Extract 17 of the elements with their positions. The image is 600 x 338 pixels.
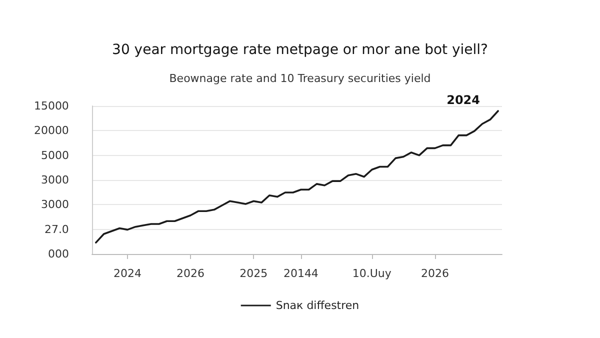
legend-label: Snaк diffestren	[276, 299, 360, 312]
text: 3000	[40, 198, 69, 212]
x-tick-label: 2024	[113, 267, 142, 280]
text: 20000	[34, 124, 69, 138]
text: 15000	[34, 100, 69, 112]
chart-subtitle: Beownage rate and 10 Treasury securities yield	[169, 72, 431, 85]
x-tick-label: 20144	[283, 267, 318, 280]
x-tick-label: 2026	[420, 267, 449, 280]
text: 2024	[446, 93, 480, 107]
x-tick-label: 2025	[240, 267, 268, 280]
text: 5000	[40, 148, 69, 162]
text: 3000	[40, 174, 69, 186]
text: 27.0	[44, 222, 69, 236]
x-tick-label: 2026	[176, 267, 205, 280]
text: 000	[48, 248, 69, 260]
chart-title: 30 year mortgage rate metpage or mor ane bot yiell?	[112, 42, 488, 58]
x-tick-label: 10.Uuy	[352, 267, 392, 280]
